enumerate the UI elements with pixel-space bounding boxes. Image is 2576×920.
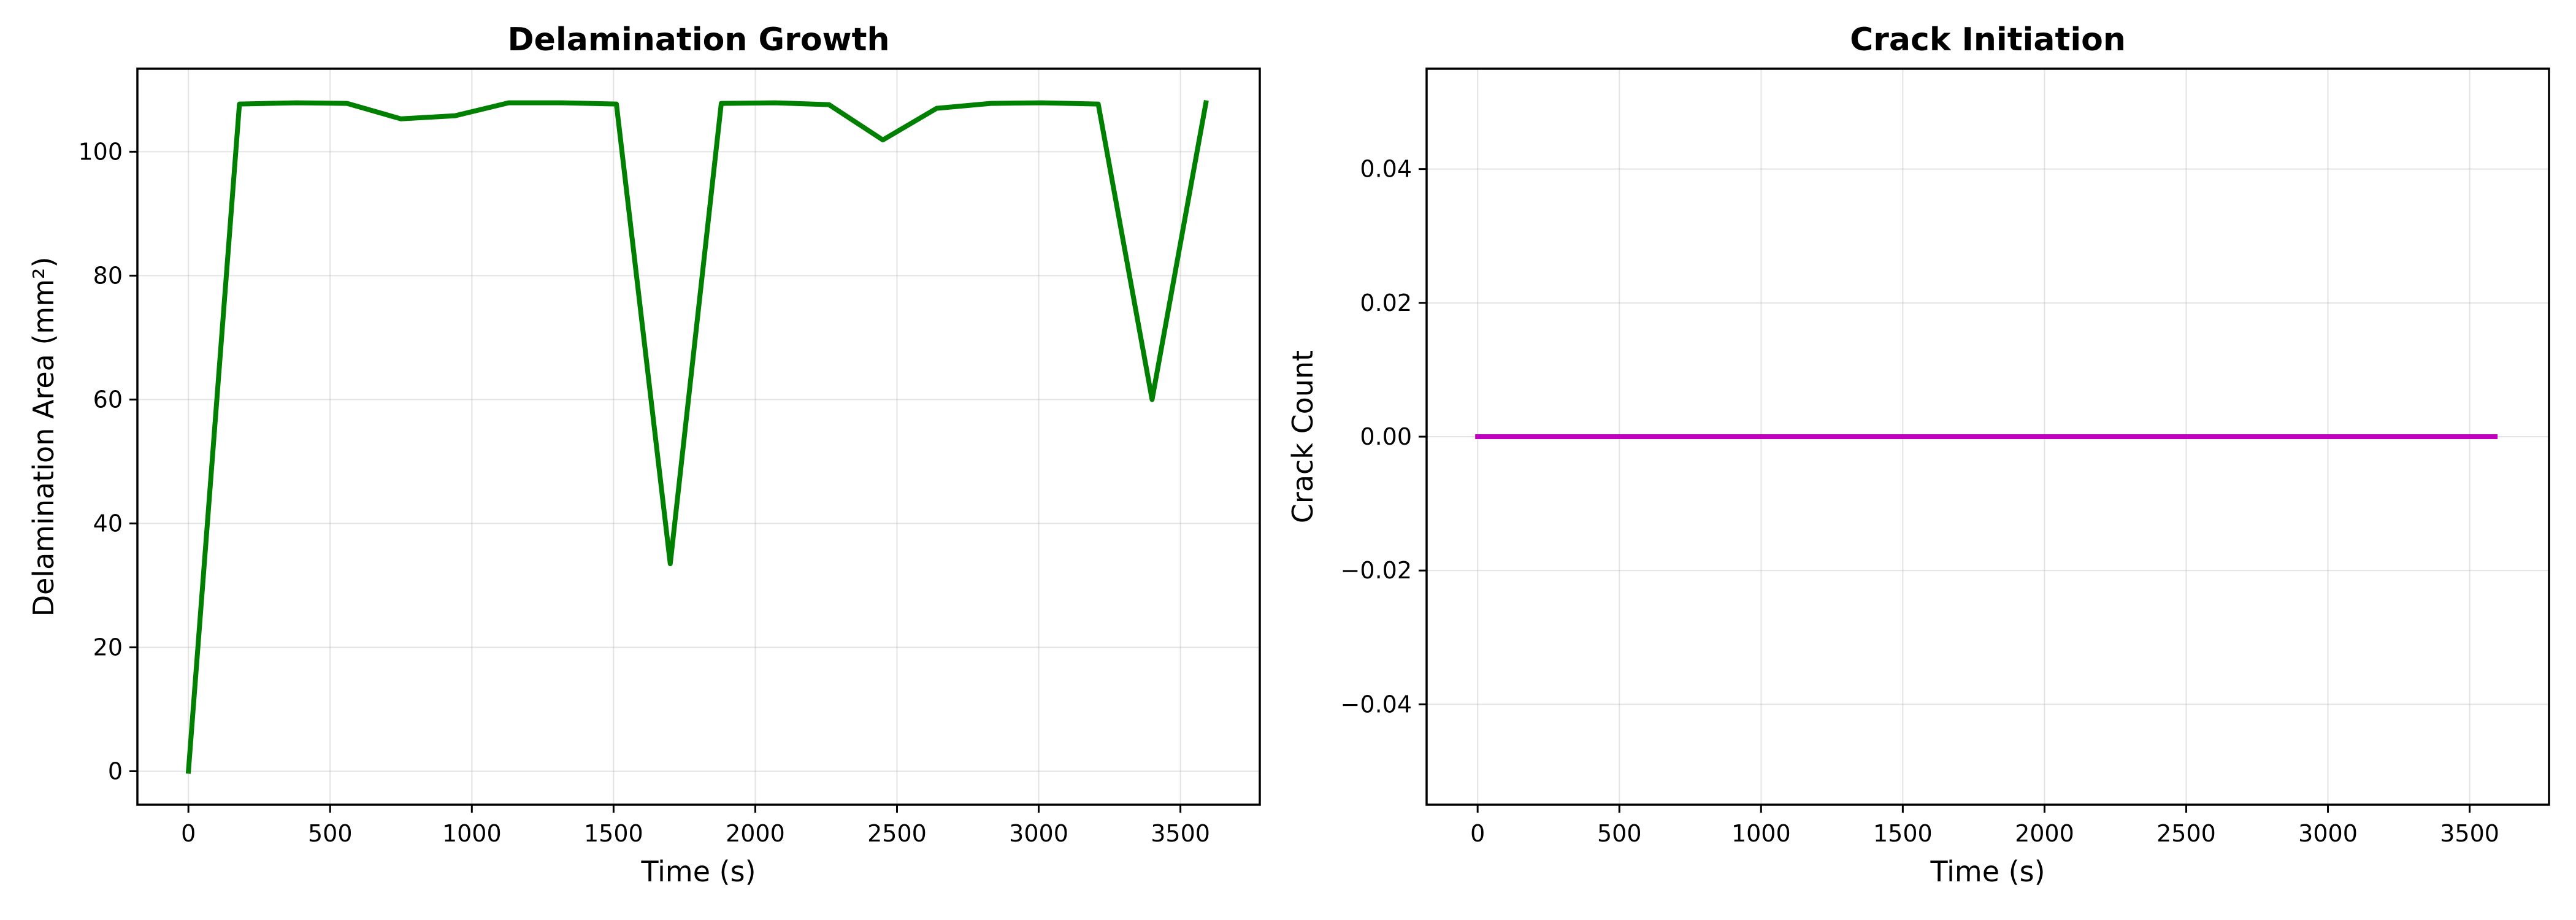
x-tick-label: 0 <box>181 820 196 847</box>
y-tick-label: 80 <box>93 262 123 289</box>
y-tick-label: 20 <box>93 634 123 661</box>
y-tick-label: 100 <box>78 138 123 165</box>
x-tick-label: 3500 <box>2440 820 2499 847</box>
y-tick-label: 0 <box>108 757 123 784</box>
chart-title: Delamination Growth <box>508 21 890 58</box>
series-layer <box>185 99 1209 774</box>
x-tick-label: 2500 <box>867 820 927 847</box>
x-tick-label: 2000 <box>2015 820 2074 847</box>
y-tick-label: 60 <box>93 386 123 413</box>
ticks: 0 500 1000 1500 2000 2500 3000 3500 0 20 40 60 80 100 <box>78 138 1209 847</box>
grid <box>137 69 1260 805</box>
x-tick-label: 1000 <box>1731 820 1791 847</box>
y-tick-label: 0.00 <box>1360 423 1412 450</box>
x-tick-label: 500 <box>1597 820 1642 847</box>
x-axis-label: Time (s) <box>1930 855 2045 888</box>
x-tick-label: 1500 <box>1873 820 1933 847</box>
x-tick-label: 2500 <box>2156 820 2216 847</box>
x-tick-label: 3000 <box>1009 820 1068 847</box>
y-axis-label: Delamination Area (mm²) <box>27 257 60 617</box>
x-axis-label: Time (s) <box>640 855 756 888</box>
series-line-0 <box>185 99 1209 774</box>
y-tick-label: −0.02 <box>1341 557 1412 584</box>
y-tick-label: −0.04 <box>1341 691 1412 718</box>
x-tick-label: 1500 <box>584 820 643 847</box>
y-tick-label: 0.04 <box>1360 156 1412 183</box>
y-tick-label: 40 <box>93 510 123 537</box>
x-tick-label: 2000 <box>726 820 785 847</box>
x-tick-label: 3000 <box>2298 820 2358 847</box>
chart-title: Crack Initiation <box>1850 21 2126 58</box>
x-tick-label: 3500 <box>1151 820 1210 847</box>
x-tick-label: 0 <box>1470 820 1485 847</box>
ticks: 0 500 1000 1500 2000 2500 3000 3500 −0.04 −0.02 0.… <box>1341 156 2499 847</box>
delamination-growth-chart: 0 500 1000 1500 2000 2500 3000 3500 0 20 40 60 80 100… <box>27 21 1261 888</box>
x-tick-label: 1000 <box>442 820 502 847</box>
y-axis-label: Crack Count <box>1286 350 1319 523</box>
crack-initiation-chart: 0 500 1000 1500 2000 2500 3000 3500 −0.04 −0.02 0.… <box>1286 21 2550 888</box>
plot-frame <box>136 67 1261 806</box>
x-tick-label: 500 <box>308 820 353 847</box>
y-tick-label: 0.02 <box>1360 289 1412 316</box>
